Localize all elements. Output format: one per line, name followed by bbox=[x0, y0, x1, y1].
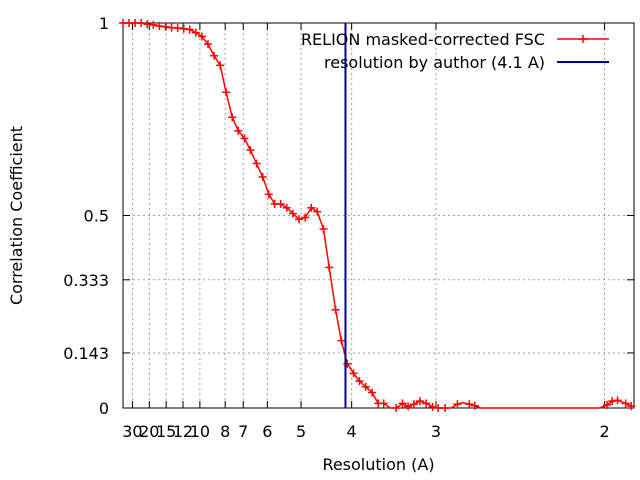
x-tick-label: 8 bbox=[220, 422, 230, 441]
fsc-data-point bbox=[404, 402, 413, 411]
fsc-data-point bbox=[470, 401, 479, 410]
series-layer bbox=[119, 19, 636, 412]
fsc-data-point bbox=[228, 113, 237, 122]
fsc-data-point bbox=[307, 203, 316, 212]
fsc-data-point bbox=[288, 209, 297, 218]
grid bbox=[123, 23, 634, 408]
x-tick-label: 30 bbox=[122, 422, 142, 441]
fsc-data-point bbox=[137, 19, 146, 27]
legend-label-author-resolution: resolution by author (4.1 A) bbox=[324, 53, 545, 72]
legend-marker-fsc bbox=[579, 35, 587, 43]
fsc-data-point bbox=[409, 400, 418, 409]
fsc-data-point bbox=[613, 396, 622, 405]
y-tick-label: 0.5 bbox=[84, 207, 109, 226]
fsc-data-point bbox=[252, 159, 261, 168]
x-tick-label: 6 bbox=[262, 422, 272, 441]
x-tick-label: 3 bbox=[431, 422, 441, 441]
fsc-data-point bbox=[349, 369, 358, 378]
x-tick-label: 12 bbox=[173, 422, 193, 441]
fsc-data-point bbox=[203, 40, 212, 49]
fsc-data-point bbox=[197, 32, 206, 41]
fsc-data-point bbox=[337, 336, 346, 345]
fsc-data-point bbox=[264, 190, 273, 199]
fsc-data-point bbox=[246, 146, 255, 155]
x-tick-label: 5 bbox=[296, 422, 306, 441]
y-axis-label: Correlation Coefficient bbox=[7, 126, 26, 305]
fsc-data-point bbox=[240, 134, 249, 143]
y-tick-label: 1 bbox=[99, 14, 109, 33]
y-tick-label: 0 bbox=[99, 399, 109, 418]
fsc-data-point bbox=[398, 399, 407, 408]
y-tick-label: 0.143 bbox=[63, 344, 109, 363]
fsc-data-point bbox=[222, 88, 231, 97]
fsc-data-point bbox=[415, 397, 424, 406]
fsc-data-point bbox=[331, 305, 340, 314]
fsc-data-point bbox=[301, 213, 310, 222]
fsc-data-point bbox=[282, 203, 291, 212]
fsc-data-point bbox=[355, 377, 364, 386]
fsc-data-point bbox=[603, 400, 612, 409]
x-tick-label: 2 bbox=[599, 422, 609, 441]
fsc-data-point bbox=[608, 397, 617, 406]
x-tick-label: 20 bbox=[139, 422, 159, 441]
fsc-data-point bbox=[428, 402, 437, 411]
fsc-data-point bbox=[368, 388, 377, 397]
fsc-data-point bbox=[422, 399, 431, 408]
fsc-data-point bbox=[276, 199, 285, 208]
fsc-data-point bbox=[453, 400, 462, 409]
legend: RELION masked-corrected FSC resolution b… bbox=[301, 30, 609, 72]
fsc-data-point bbox=[185, 25, 194, 34]
fsc-data-point bbox=[173, 24, 182, 33]
fsc-data-point bbox=[621, 399, 630, 408]
fsc-data-point bbox=[465, 400, 474, 409]
fsc-data-point bbox=[313, 207, 322, 216]
fsc-data-point bbox=[295, 215, 304, 224]
fsc-data-point bbox=[379, 399, 388, 408]
fsc-data-point bbox=[434, 404, 443, 412]
x-tick-label: 7 bbox=[238, 422, 248, 441]
legend-label-fsc: RELION masked-corrected FSC bbox=[301, 30, 545, 49]
fsc-data-point bbox=[392, 404, 401, 412]
fsc-data-point bbox=[210, 51, 219, 60]
fsc-data-point bbox=[258, 173, 267, 181]
y-tick-labels: 0 0.143 0.333 0.5 1 bbox=[63, 14, 109, 418]
fsc-data-point bbox=[325, 263, 334, 272]
x-tick-label: 4 bbox=[347, 422, 357, 441]
fsc-data-point bbox=[143, 20, 152, 29]
fsc-data-point bbox=[179, 24, 188, 33]
axis-ticks bbox=[123, 22, 634, 409]
x-tick-label: 15 bbox=[156, 422, 176, 441]
fsc-data-point bbox=[319, 224, 328, 233]
legend-marker-plus bbox=[579, 35, 587, 43]
fsc-data-point bbox=[149, 20, 158, 29]
fsc-data-point bbox=[216, 61, 225, 70]
fsc-data-point bbox=[234, 126, 243, 135]
y-tick-label: 0.333 bbox=[63, 271, 109, 290]
fsc-data-point bbox=[441, 404, 450, 412]
fsc-data-point bbox=[361, 382, 370, 391]
fsc-data-point bbox=[191, 28, 200, 37]
x-axis-label: Resolution (A) bbox=[322, 455, 434, 474]
fsc-data-point bbox=[161, 22, 170, 31]
fsc-data-point bbox=[155, 22, 164, 31]
fsc-data-point bbox=[627, 402, 636, 411]
x-tick-label: 10 bbox=[190, 422, 210, 441]
